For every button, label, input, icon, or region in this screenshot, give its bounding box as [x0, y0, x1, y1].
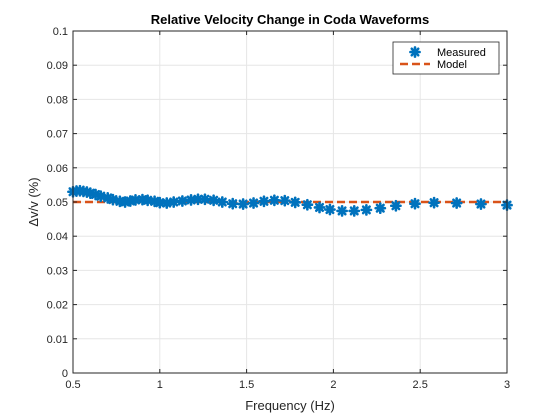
measured-point — [374, 202, 387, 215]
y-tick-label: 0.07 — [47, 129, 68, 141]
measured-point — [216, 196, 229, 208]
measured-point — [313, 201, 326, 214]
x-tick-label: 1 — [157, 379, 163, 391]
measured-point — [450, 197, 463, 209]
legend-measured-marker — [409, 46, 421, 58]
x-axis-label: Frequency (Hz) — [245, 398, 335, 413]
measured-point — [409, 197, 421, 210]
y-tick-label: 0.01 — [47, 334, 68, 346]
measured-point — [289, 196, 302, 209]
x-tick-label: 1.5 — [239, 379, 254, 391]
y-tick-label: 0.06 — [47, 163, 68, 175]
measured-point — [247, 197, 260, 209]
measured-point — [389, 199, 402, 212]
measured-point — [301, 198, 314, 211]
measured-point — [167, 196, 180, 208]
y-tick-label: 0.09 — [47, 60, 68, 72]
ticks — [72, 30, 508, 374]
x-tick-label: 0.5 — [65, 379, 80, 391]
measured-point — [94, 190, 107, 203]
measured-point — [278, 194, 291, 207]
y-tick-label: 0.1 — [53, 26, 68, 38]
y-tick-label: 0.03 — [47, 265, 68, 277]
legend-box — [392, 41, 500, 75]
legend-asterisk — [409, 46, 421, 58]
measured-point — [107, 193, 119, 206]
measured-point — [176, 195, 189, 207]
y-axis-label: Δv/v (%) — [26, 177, 41, 226]
legend: Measured Model — [392, 41, 500, 75]
measured-point — [226, 197, 239, 210]
tick-labels: 0.5 1 1.5 2 2.5 3 0 0.01 0.02 0.03 0.04 0.05 0.06 0.0… — [47, 26, 510, 391]
y-tick-label: 0.05 — [47, 197, 68, 209]
legend-model-label: Model — [437, 59, 467, 71]
x-tick-label: 2.5 — [413, 379, 428, 391]
y-tick-label: 0.04 — [47, 231, 68, 243]
legend-measured-label: Measured — [437, 47, 486, 59]
measured-point — [336, 204, 348, 217]
y-tick-label: 0 — [62, 368, 68, 380]
measured-point — [268, 194, 281, 207]
x-tick-label: 2 — [330, 379, 336, 391]
measured-point — [258, 195, 270, 208]
measured-point — [475, 198, 487, 210]
measured-point — [207, 194, 220, 207]
chart-title: Relative Velocity Change in Coda Wavefor… — [151, 12, 429, 27]
x-tick-label: 3 — [504, 379, 510, 391]
measured-layer — [67, 184, 513, 217]
measured-point — [428, 196, 440, 209]
measured-point — [237, 198, 250, 210]
y-tick-label: 0.08 — [47, 94, 68, 106]
y-tick-label: 0.02 — [47, 300, 68, 312]
measured-point — [348, 204, 361, 217]
measured-point — [199, 193, 211, 206]
measured-point — [360, 203, 373, 216]
measured-point — [324, 203, 336, 216]
